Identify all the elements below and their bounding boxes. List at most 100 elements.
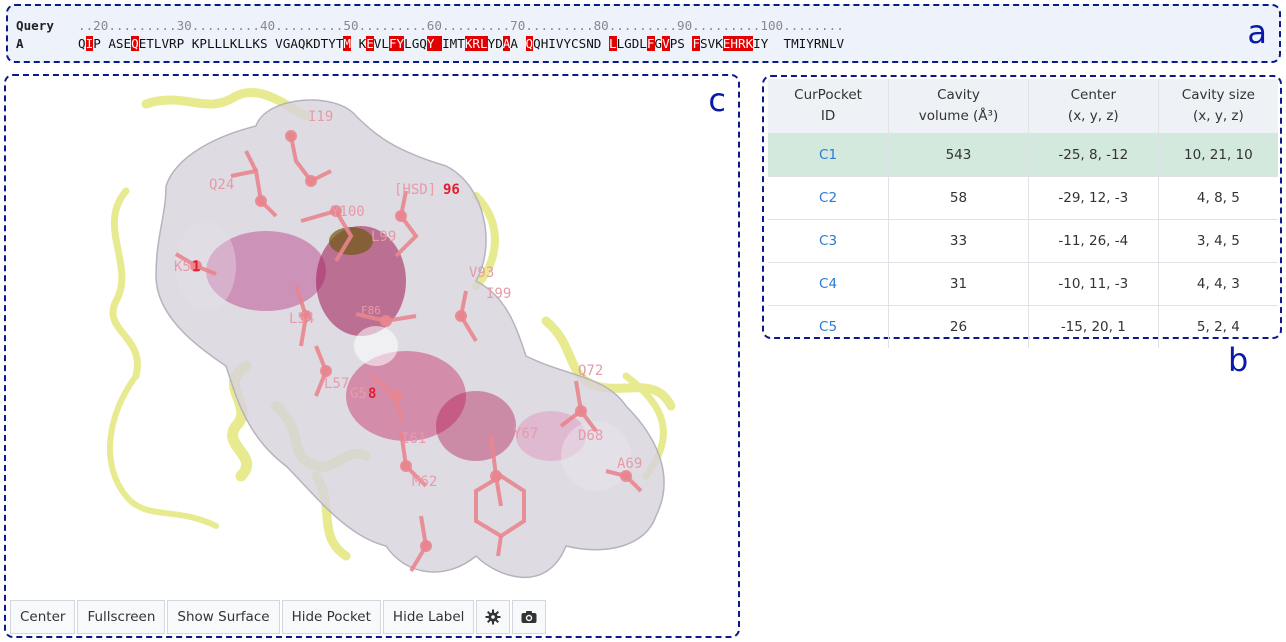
- residue-label: M62: [412, 474, 437, 490]
- highlighted-residue[interactable]: M: [343, 36, 352, 51]
- highlighted-residue[interactable]: Y: [396, 36, 405, 51]
- pocket-id-cell[interactable]: C4: [768, 262, 890, 306]
- volume-cell: 26: [888, 305, 1029, 348]
- highlighted-residue[interactable]: R: [472, 36, 481, 51]
- pocket-id-cell[interactable]: C2: [768, 176, 890, 220]
- query-label: Query: [16, 18, 54, 33]
- pocket-surface: [155, 99, 665, 578]
- size-cell: 3, 4, 5: [1158, 219, 1278, 263]
- table-header-row: CurPocket ID Cavity volume (Å³) Center (x, y,…: [768, 79, 1278, 134]
- residue-label: Y67: [513, 426, 538, 442]
- highlighted-residue[interactable]: E: [722, 36, 731, 51]
- residue-label: A69: [617, 456, 642, 472]
- highlighted-residue[interactable]: I: [85, 36, 94, 51]
- panel-letter-b: b: [1228, 341, 1249, 379]
- panel-letter-a: a: [1247, 13, 1267, 51]
- residue-label: L57: [324, 376, 349, 392]
- column-header-line: Cavity size: [1181, 87, 1255, 103]
- pocket-id-cell[interactable]: C5: [768, 305, 890, 348]
- column-header: CurPocket ID: [768, 79, 890, 134]
- camera-icon: [521, 611, 537, 623]
- residue-sticks: [174, 130, 643, 573]
- sequence-line[interactable]: QIP ASEQETLVRP KPLLLKLLKS VGAQKDTYTM KEV…: [78, 36, 845, 51]
- volume-cell: 33: [888, 219, 1029, 263]
- highlighted-residue[interactable]: L: [608, 36, 617, 51]
- residue-label: G5: [350, 386, 367, 402]
- center-cell: -10, 11, -3: [1028, 262, 1159, 306]
- residue-label: 1: [192, 259, 200, 275]
- column-header: Center (x, y, z): [1028, 79, 1159, 134]
- viewer-toolbar: Center Fullscreen Show Surface Hide Pock…: [10, 600, 547, 634]
- size-cell: 5, 2, 4: [1158, 305, 1278, 348]
- pocket-id-link[interactable]: C2: [819, 190, 838, 206]
- molecule-viewer-panel[interactable]: I19 Q24 Y100 [HSD] 96 L99 K5 1 V93 L54 F…: [4, 74, 740, 638]
- column-header: Cavity size (x, y, z): [1158, 79, 1278, 134]
- panel-letter-c: c: [708, 81, 726, 119]
- table-body: C1 543 -25, 8, -12 10, 21, 10 C2 58 -29, 12, -…: [768, 133, 1278, 348]
- column-header-line: (x, y, z): [1067, 108, 1119, 124]
- table-row[interactable]: C1 543 -25, 8, -12 10, 21, 10: [768, 133, 1278, 177]
- pocket-id-link[interactable]: C5: [819, 319, 838, 335]
- residue-label: F86: [361, 304, 381, 317]
- highlighted-residue[interactable]: F: [388, 36, 397, 51]
- highlighted-residue[interactable]: Y: [426, 36, 435, 51]
- size-cell: 10, 21, 10: [1158, 133, 1278, 177]
- residue-label: 8: [368, 386, 376, 402]
- residue-label: L54: [289, 311, 314, 327]
- highlighted-residue[interactable]: Q: [525, 36, 534, 51]
- residue-label: L99: [371, 229, 396, 245]
- highlighted-residue[interactable]: F: [692, 36, 701, 51]
- residue-label: Y100: [331, 204, 365, 220]
- highlighted-residue[interactable]: A: [502, 36, 511, 51]
- table-row[interactable]: C3 33 -11, 26, -4 3, 4, 5: [768, 219, 1278, 263]
- fullscreen-button[interactable]: Fullscreen: [77, 600, 166, 634]
- center-button[interactable]: Center: [10, 600, 76, 634]
- snapshot-button[interactable]: [512, 600, 547, 634]
- highlighted-residue[interactable]: K: [745, 36, 754, 51]
- molecule-canvas[interactable]: I19 Q24 Y100 [HSD] 96 L99 K5 1 V93 L54 F…: [6, 76, 738, 601]
- table-row[interactable]: C5 26 -15, 20, 1 5, 2, 4: [768, 305, 1278, 348]
- residue-labels: I19 Q24 Y100 [HSD] 96 L99 K5 1 V93 L54 F…: [174, 109, 642, 490]
- highlighted-residue[interactable]: R: [737, 36, 746, 51]
- hide-label-button[interactable]: Hide Label: [382, 600, 475, 634]
- volume-cell: 58: [888, 176, 1029, 220]
- pocket-id-link[interactable]: C3: [819, 233, 838, 249]
- highlighted-residue[interactable]: Q: [131, 36, 139, 51]
- chain-label: A: [16, 36, 24, 51]
- pocket-table: CurPocket ID Cavity volume (Å³) Center (x, y,…: [768, 79, 1278, 348]
- residue-label: 96: [443, 182, 460, 198]
- hide-pocket-button[interactable]: Hide Pocket: [281, 600, 381, 634]
- highlighted-residue[interactable]: E: [366, 36, 374, 51]
- show-surface-button[interactable]: Show Surface: [167, 600, 280, 634]
- residue-label: [HSD]: [394, 182, 436, 198]
- gear-icon: [485, 609, 501, 625]
- sequence-ruler: ..20.........30.........40.........50...…: [78, 18, 844, 33]
- highlighted-residue[interactable]: L: [480, 36, 488, 51]
- table-row[interactable]: C2 58 -29, 12, -3 4, 8, 5: [768, 176, 1278, 220]
- pocket-id-link[interactable]: C1: [819, 147, 838, 163]
- column-header-line: volume (Å³): [918, 108, 999, 124]
- residue-label: I99: [486, 286, 511, 302]
- residue-label: V93: [469, 265, 494, 281]
- table-row[interactable]: C4 31 -10, 11, -3 4, 4, 3: [768, 262, 1278, 306]
- center-cell: -25, 8, -12: [1028, 133, 1159, 177]
- center-cell: -11, 26, -4: [1028, 219, 1159, 263]
- center-cell: -29, 12, -3: [1028, 176, 1159, 220]
- pocket-id-cell[interactable]: C3: [768, 219, 890, 263]
- column-header-line: (x, y, z): [1193, 108, 1244, 124]
- residue-label: I61: [401, 431, 426, 447]
- highlighted-residue[interactable]: [434, 36, 443, 51]
- highlighted-residue[interactable]: F: [646, 36, 655, 51]
- residue-label: Q24: [209, 177, 234, 193]
- highlighted-residue[interactable]: V: [662, 36, 670, 51]
- pocket-id-cell[interactable]: C1: [768, 133, 890, 177]
- column-header-line: ID: [820, 108, 836, 124]
- pocket-id-link[interactable]: C4: [819, 276, 838, 292]
- highlighted-residue[interactable]: K: [464, 36, 473, 51]
- highlighted-residue[interactable]: H: [730, 36, 738, 51]
- column-header-line: Center: [1070, 87, 1117, 103]
- residue-label: Q72: [578, 363, 603, 379]
- size-cell: 4, 4, 3: [1158, 262, 1278, 306]
- settings-button[interactable]: [476, 600, 511, 634]
- sequence-panel: Query A ..20.........30.........40......…: [6, 4, 1281, 63]
